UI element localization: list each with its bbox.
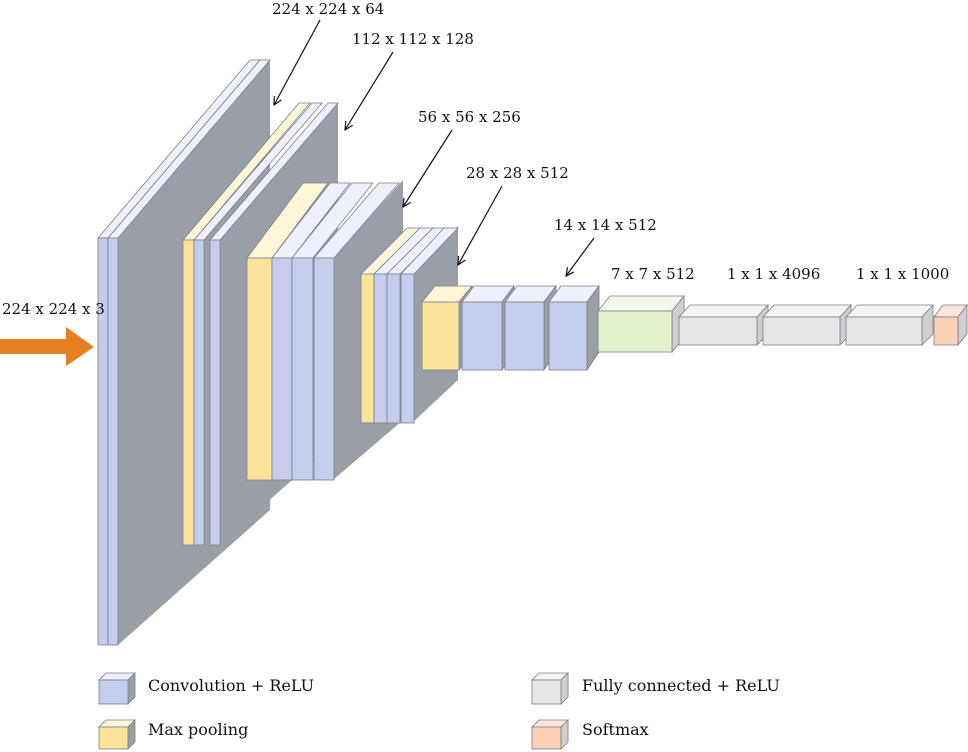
flatten-top [597,295,685,312]
stage3-pointer [403,129,453,207]
fc2-label: 1 x 1 x 1000 [856,265,949,283]
stage4-pool [360,273,375,424]
stage1-label: 224 x 224 x 64 [272,0,384,18]
stage3-conv2 [291,257,314,481]
legend: Convolution + ReLU Max pooling Fully con… [98,672,780,750]
stage2-conv2 [209,239,221,546]
fc3-top [845,304,934,318]
fc1-label: 1 x 1 x 4096 [727,265,820,283]
stage3-pool [246,257,273,481]
stage2-pointer [345,51,394,130]
stage-labels: 224 x 224 x 64 112 x 112 x 128 56 x 56 x… [272,0,657,276]
stage5-conv2 [504,301,545,371]
fc3-layer [845,316,923,346]
stage2-pool [182,239,195,546]
stage5-conv1 [461,301,503,371]
stage4-pointer [458,185,503,265]
flatten-layer [597,310,673,353]
legend-pool-label: Max pooling [148,720,248,739]
stage4-conv3 [400,273,415,424]
stage1-pointer [274,19,321,105]
stage2-label: 112 x 112 x 128 [352,30,474,48]
stage2-block [182,102,339,546]
stage5-pool [421,301,460,371]
stage1-block [97,59,271,646]
legend-softmax-swatch [531,726,562,750]
stage2-conv1 [193,239,205,546]
stage3-label: 56 x 56 x 256 [418,108,521,126]
legend-softmax-label: Softmax [582,720,649,739]
stage5-label: 14 x 14 x 512 [554,216,657,234]
legend-item-conv: Convolution + ReLU [98,672,314,705]
stage3-conv3 [313,257,335,481]
legend-fc-label: Fully connected + ReLU [582,676,780,695]
legend-conv-swatch [98,679,129,705]
input-arrow-shaft [0,339,66,354]
fc1-layer [678,316,758,346]
legend-pool-swatch [98,726,129,750]
stage1-conv2 [107,237,119,646]
fc-labels: 7 x 7 x 512 1 x 1 x 4096 1 x 1 x 1000 [611,265,949,283]
input-label: 224 x 224 x 3 [2,300,105,318]
stage3-conv1 [271,257,293,481]
stage4-conv1 [373,273,388,424]
input-arrow-icon [66,327,94,366]
legend-item-pool: Max pooling [98,719,248,750]
fc2-top [762,304,852,318]
legend-fc-swatch [531,679,562,705]
stage5-block [421,284,600,372]
legend-item-fc: Fully connected + ReLU [531,672,780,705]
fc1-top [678,304,769,318]
softmax-layer [933,316,959,346]
stage5-conv3 [548,301,588,371]
fc2-layer [762,316,841,346]
stage5-pointer [566,237,595,276]
flatten-label: 7 x 7 x 512 [611,265,695,283]
stage3-block [246,182,400,481]
stage4-conv2 [386,273,401,424]
fc-block [597,294,968,354]
stage4-label: 28 x 28 x 512 [466,164,569,182]
legend-conv-label: Convolution + ReLU [148,676,314,695]
input-group: 224 x 224 x 3 [0,300,105,366]
legend-item-softmax: Softmax [531,719,649,750]
stage4-block [360,227,459,424]
